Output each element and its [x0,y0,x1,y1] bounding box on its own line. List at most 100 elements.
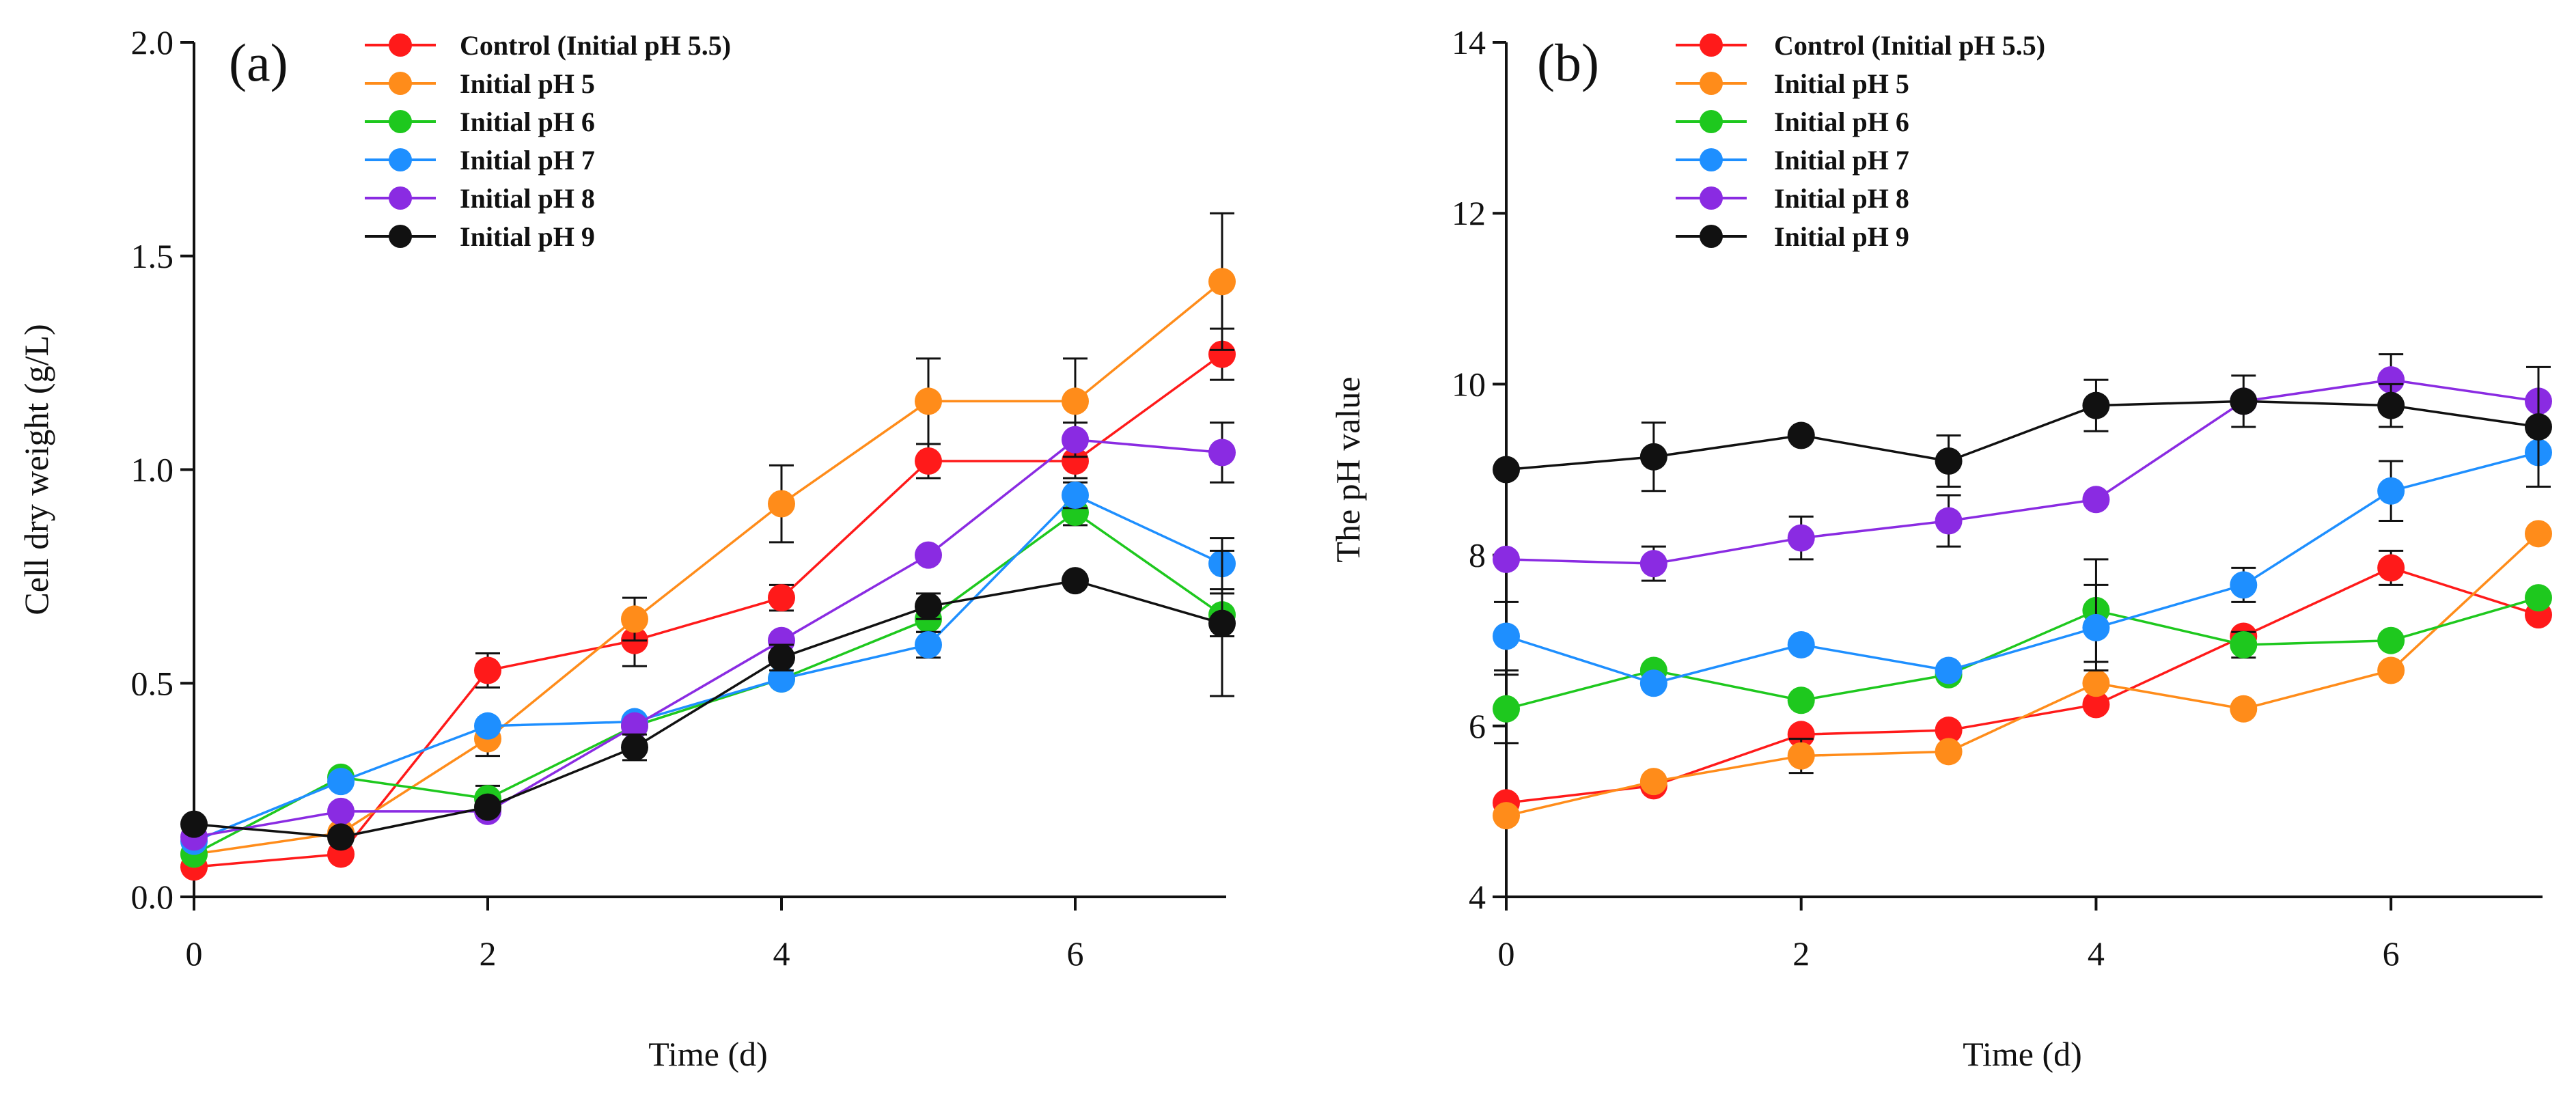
legend-marker [1700,110,1723,133]
data-point [621,605,648,633]
legend-label: Initial pH 5 [1774,68,1909,99]
data-point [768,643,795,671]
data-point [2082,669,2110,697]
series-line [193,493,1223,843]
legend-marker [389,186,412,210]
data-point [1493,545,1520,573]
y-tick-label: 12 [1452,194,1486,232]
data-point [2377,477,2405,505]
y-tick-label: 1.5 [131,237,174,275]
data-point [180,810,208,838]
y-tick-label: 14 [1452,23,1486,61]
data-point [474,656,501,684]
series-line [1506,378,2539,565]
y-axis-title: The pH value [1329,376,1367,562]
data-point [2082,691,2110,719]
series-line [1506,451,2539,685]
panel-b: 4 6 8 10 12 14 0 2 4 6 Time (d) The pH value (b) Cont… [1329,23,2552,1073]
data-point [474,712,501,740]
data-point [1935,656,1963,684]
data-point [1208,439,1236,467]
data-point [1208,268,1236,296]
data-point [2230,695,2258,723]
series-line [193,353,1223,868]
legend-label: Control (Initial pH 5.5) [460,30,731,61]
data-point [915,447,942,475]
y-tick-label: 2.0 [131,23,174,61]
data-point [2082,391,2110,419]
y-tick-label: 8 [1469,536,1486,574]
data-point [2377,391,2405,419]
data-point [1208,609,1236,637]
data-point [768,490,795,518]
data-point [1787,742,1815,770]
data-point [1935,717,1963,745]
data-point [1935,447,1963,475]
data-point [1062,387,1089,415]
data-point [1639,768,1667,796]
series-line [193,579,1223,839]
data-point [1493,622,1520,650]
series-line [1506,533,2540,817]
x-axis-title: Time (d) [1963,1035,2082,1073]
series-initial-ph-9 [180,549,1236,851]
y-tick-label: 1.0 [131,451,174,489]
x-tick-label: 0 [186,934,203,973]
legend-marker [389,110,412,133]
data-point [2525,520,2552,548]
panel-a: 0.0 0.5 1.0 1.5 2.0 0 2 4 6 Time (d) Cell dry weig… [17,23,1236,1073]
data-point [768,584,795,612]
data-point [2230,571,2258,599]
data-point [2525,413,2552,441]
legend-label: Control (Initial pH 5.5) [1774,30,2045,61]
data-point [1935,738,1963,766]
series-initial-ph-6 [1493,558,2552,745]
data-point [327,823,355,851]
series-line [193,438,1223,839]
data-point [2377,656,2405,684]
data-point [2230,387,2258,415]
data-point [2230,630,2258,658]
legend-marker [1700,148,1723,171]
series-initial-ph-7 [1493,439,2552,697]
x-tick-label: 6 [2383,934,2400,973]
data-point [915,592,942,620]
data-point [1062,426,1089,454]
legend-label: Initial pH 8 [1774,183,1909,214]
data-point [915,387,942,415]
series-initial-ph-5 [1493,520,2552,830]
data-point [327,797,355,825]
data-point [1787,686,1815,714]
data-point [768,665,795,693]
legend-marker [389,72,412,95]
data-point [1787,524,1815,552]
data-point [621,734,648,762]
x-tick-label: 4 [773,934,790,973]
legend-marker [1700,72,1723,95]
data-point [1787,421,1815,449]
data-point [1493,695,1520,723]
legend-label: Initial pH 7 [1774,145,1909,176]
legend-label: Initial pH 6 [1774,107,1909,137]
series-line [1506,400,2539,471]
data-point [1062,447,1089,475]
legend-label: Initial pH 8 [460,183,595,214]
x-tick-label: 2 [480,934,497,973]
data-point [474,793,501,821]
legend-label: Initial pH 9 [1774,221,1909,252]
data-point [2377,366,2405,394]
data-point [1062,482,1089,510]
legend-marker [389,33,412,57]
legend-marker [389,148,412,171]
legend-marker [389,225,412,248]
data-point [2082,486,2110,514]
data-point [1639,443,1667,471]
data-point [327,768,355,796]
y-tick-label: 4 [1469,878,1486,916]
legend-label: Initial pH 9 [460,221,595,252]
data-point [1639,669,1667,697]
y-tick-label: 0.5 [131,664,174,702]
data-point [915,630,942,658]
data-point [2377,626,2405,654]
